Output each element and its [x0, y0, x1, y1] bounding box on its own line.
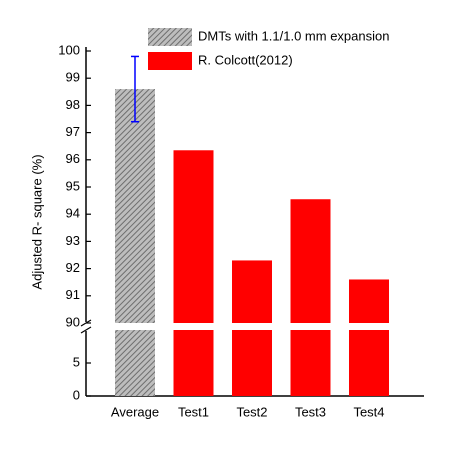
y-tick-label: 0 — [73, 387, 80, 402]
x-tick-label: Test1 — [178, 404, 209, 419]
y-tick-label: 99 — [66, 70, 80, 85]
bar — [290, 199, 331, 323]
y-tick-label: 95 — [66, 178, 80, 193]
legend-label: R. Colcott(2012) — [198, 52, 293, 67]
y-tick-label: 92 — [66, 260, 80, 275]
bar — [115, 330, 155, 396]
bar — [232, 330, 272, 396]
y-tick-label: 98 — [66, 97, 80, 112]
y-tick-label: 100 — [58, 42, 80, 57]
x-tick-label: Average — [111, 404, 159, 419]
bar — [115, 89, 155, 323]
legend-swatch — [148, 52, 192, 70]
y-tick-label: 5 — [73, 354, 80, 369]
bar — [349, 279, 389, 323]
x-tick-label: Test3 — [295, 404, 326, 419]
axis-break — [80, 326, 92, 334]
bar — [232, 260, 272, 323]
y-tick-label: 93 — [66, 233, 80, 248]
bar — [173, 150, 214, 323]
y-tick-label: 96 — [66, 151, 80, 166]
x-tick-label: Test2 — [236, 404, 267, 419]
y-tick-label: 91 — [66, 287, 80, 302]
y-tick-label: 94 — [66, 206, 80, 221]
y-tick-label: 90 — [66, 314, 80, 329]
bar — [349, 330, 389, 396]
legend-label: DMTs with 1.1/1.0 mm expansion — [198, 28, 389, 43]
bar — [290, 330, 331, 396]
y-axis-label: Adjusted R- square (%) — [29, 154, 44, 289]
x-tick-label: Test4 — [353, 404, 384, 419]
y-tick-label: 97 — [66, 124, 80, 139]
legend-swatch — [148, 28, 192, 46]
bar — [173, 330, 214, 396]
